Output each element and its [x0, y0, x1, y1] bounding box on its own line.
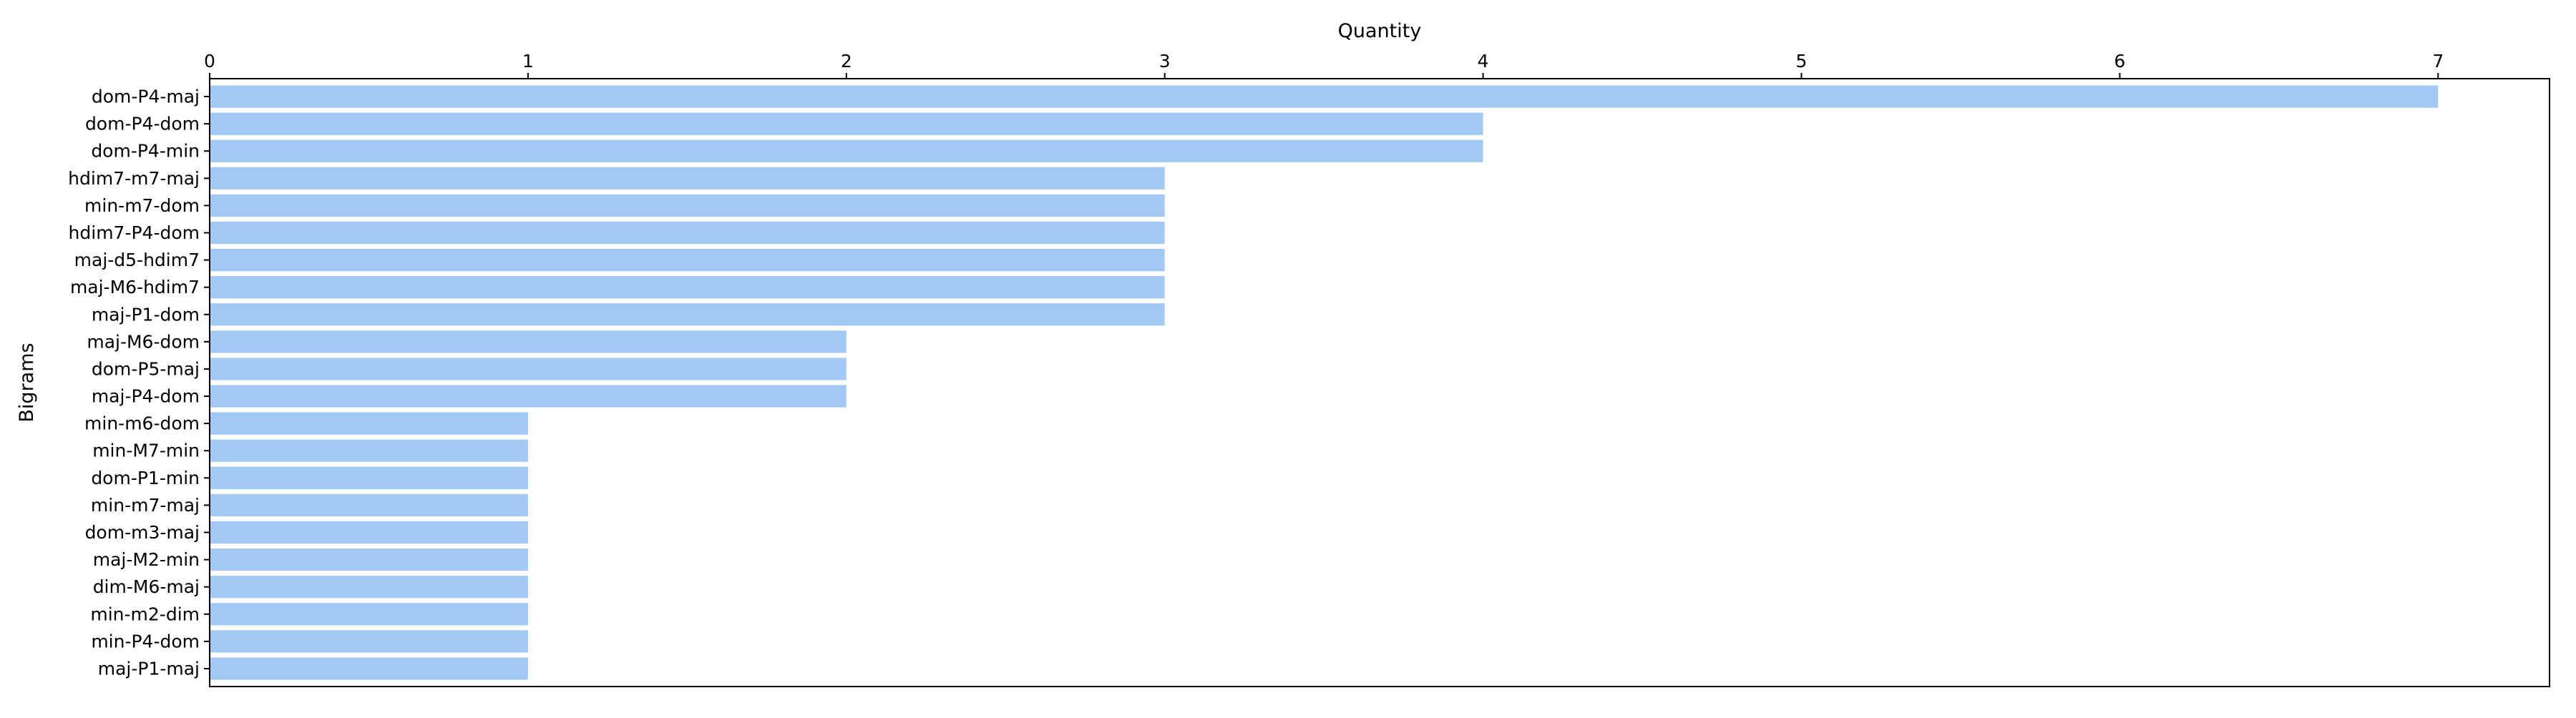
bar-maj-P4-dom [210, 385, 847, 408]
bar-min-P4-dom [210, 630, 528, 653]
plot-frame [209, 78, 2550, 687]
x-tick-label: 7 [2432, 51, 2444, 72]
bar-dim-M6-maj [210, 576, 528, 599]
bar-maj-P1-maj [210, 657, 528, 680]
x-axis-title: Quantity [1338, 20, 1422, 42]
y-axis-title: Bigrams [16, 343, 38, 422]
x-tick-label: 2 [841, 51, 852, 72]
bar-maj-M6-dom [210, 330, 847, 353]
bar-dom-P4-min [210, 139, 1483, 162]
x-tick-label: 1 [522, 51, 534, 72]
y-tick-label: maj-M2-min [93, 549, 200, 570]
y-tick-label: min-P4-dom [91, 631, 200, 651]
y-tick-label: maj-M6-hdim7 [70, 277, 200, 297]
x-tick-label: 3 [1159, 51, 1171, 72]
bar-maj-M6-hdim7 [210, 276, 1165, 299]
y-tick-label: dom-m3-maj [85, 522, 200, 543]
y-tick-label: min-m6-dom [84, 413, 200, 434]
y-tick-label: min-m7-dom [84, 195, 200, 216]
x-axis-ticks: 0 1 2 3 4 5 6 7 [204, 51, 2444, 79]
x-tick-label: 0 [204, 51, 215, 72]
y-tick-label: hdim7-P4-dom [69, 222, 200, 243]
bar-dom-P1-min [210, 466, 528, 489]
bar-dom-P4-dom [210, 112, 1483, 135]
bar-min-m7-maj [210, 493, 528, 517]
y-tick-label: dom-P4-maj [92, 87, 200, 107]
y-tick-label: dom-P5-maj [92, 358, 200, 379]
x-tick-label: 4 [1478, 51, 1489, 72]
bar-maj-M2-min [210, 548, 528, 571]
bar-maj-P1-dom [210, 303, 1165, 326]
y-tick-label: maj-P1-dom [92, 304, 200, 325]
y-tick-label: maj-P4-dom [92, 386, 200, 407]
y-tick-label: min-m7-maj [91, 495, 200, 516]
bar-hdim7-P4-dom [210, 221, 1165, 245]
bar-min-M7-min [210, 439, 528, 462]
y-tick-label: dom-P1-min [91, 468, 200, 488]
y-tick-label: min-M7-min [92, 441, 200, 461]
bar-dom-P5-maj [210, 358, 847, 380]
y-tick-label: min-m2-dim [90, 604, 200, 624]
bar-hdim7-m7-maj [210, 167, 1165, 190]
x-tick-label: 5 [1796, 51, 1807, 72]
y-tick-label: maj-P1-maj [98, 658, 200, 679]
bar-min-m6-dom [210, 412, 528, 435]
bar-min-m2-dim [210, 603, 528, 626]
y-tick-label: dom-P4-min [91, 141, 200, 162]
y-tick-label: maj-d5-hdim7 [74, 250, 200, 270]
x-tick-label: 6 [2114, 51, 2125, 72]
y-tick-label: dim-M6-maj [93, 576, 200, 597]
y-tick-label: maj-M6-dom [87, 331, 200, 352]
bar-min-m7-dom [210, 194, 1165, 217]
y-tick-label: dom-P4-dom [85, 114, 200, 134]
y-tick-label: hdim7-m7-maj [68, 168, 200, 189]
bar-dom-m3-maj [210, 521, 528, 544]
y-axis-ticks: dom-P4-maj dom-P4-dom dom-P4-min hdim7-m7-m… [68, 87, 210, 679]
bar-dom-P4-maj [210, 85, 2439, 108]
bar-maj-d5-hdim7 [210, 248, 1165, 272]
bars-layer [210, 85, 2439, 680]
